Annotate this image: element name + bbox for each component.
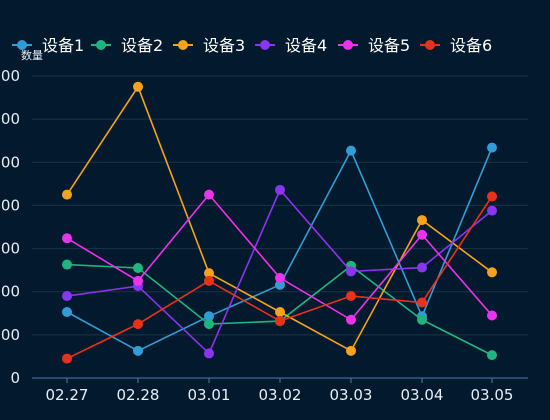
data-point[interactable] — [204, 348, 214, 359]
data-point[interactable] — [275, 279, 285, 290]
data-point[interactable] — [62, 353, 72, 364]
legend-label: 设备5 — [368, 36, 410, 55]
data-point[interactable] — [62, 291, 72, 302]
legend-label: 设备2 — [121, 36, 163, 55]
data-point[interactable] — [487, 350, 497, 361]
legend-marker — [260, 40, 270, 50]
data-point[interactable] — [346, 145, 356, 156]
legend-item[interactable]: 设备2 — [91, 36, 163, 55]
y-tick-label: 400 — [0, 196, 20, 214]
legend-item[interactable]: 设备4 — [255, 36, 327, 55]
data-point[interactable] — [62, 306, 72, 317]
data-point[interactable] — [346, 291, 356, 302]
data-point[interactable] — [417, 314, 427, 325]
data-point[interactable] — [417, 262, 427, 273]
legend-label: 设备1 — [42, 36, 84, 55]
legend: 设备1 设备2 设备3 设备4 设备5 设备6 — [12, 36, 492, 55]
y-tick-label: 700 — [0, 67, 20, 85]
data-point[interactable] — [346, 266, 356, 277]
x-tick-label: 02.28 — [117, 386, 160, 404]
data-point[interactable] — [487, 205, 497, 216]
x-tick-label: 02.27 — [46, 386, 89, 404]
data-point[interactable] — [417, 297, 427, 308]
data-point[interactable] — [62, 259, 72, 270]
legend-marker — [96, 40, 106, 50]
y-tick-label: 300 — [0, 240, 20, 258]
x-tick-label: 03.02 — [259, 386, 302, 404]
data-point[interactable] — [204, 275, 214, 286]
data-point[interactable] — [487, 310, 497, 321]
axes: 0 100 200 300 400 500 600 700 02.27 02.28 03.01 03.… — [0, 67, 528, 404]
data-point[interactable] — [204, 268, 214, 279]
legend-label: 设备4 — [285, 36, 327, 55]
y-tick-label: 100 — [0, 326, 20, 344]
data-point[interactable] — [275, 316, 285, 327]
data-point[interactable] — [133, 345, 143, 356]
data-point[interactable] — [487, 191, 497, 202]
grid-lines — [32, 75, 528, 336]
data-point[interactable] — [417, 215, 427, 226]
x-tick-label: 03.04 — [401, 386, 444, 404]
y-tick-label: 200 — [0, 283, 20, 301]
data-point[interactable] — [133, 319, 143, 330]
data-point[interactable] — [275, 306, 285, 317]
series-group — [62, 81, 497, 364]
x-tick-label: 03.01 — [188, 386, 231, 404]
legend-marker — [178, 40, 188, 50]
series-line — [66, 188, 493, 355]
legend-item[interactable]: 设备1 — [12, 36, 84, 55]
data-point[interactable] — [417, 229, 427, 240]
y-tick-label: 500 — [0, 153, 20, 171]
y-axis-label: 数量 — [21, 49, 43, 62]
y-tick-label: 0 — [10, 369, 20, 387]
data-point[interactable] — [133, 262, 143, 273]
x-tick-label: 03.03 — [330, 386, 373, 404]
legend-item[interactable]: 设备5 — [338, 36, 410, 55]
data-point[interactable] — [133, 275, 143, 286]
data-point[interactable] — [62, 189, 72, 200]
data-point[interactable] — [275, 272, 285, 283]
data-point[interactable] — [487, 267, 497, 278]
series-6 — [62, 191, 497, 364]
data-point[interactable] — [204, 319, 214, 330]
series-5 — [62, 189, 497, 325]
data-point[interactable] — [275, 184, 285, 195]
legend-label: 设备3 — [203, 36, 245, 55]
legend-item[interactable]: 设备6 — [420, 36, 492, 55]
series-3 — [62, 81, 497, 356]
data-point[interactable] — [204, 189, 214, 200]
data-point[interactable] — [62, 233, 72, 244]
data-point[interactable] — [346, 345, 356, 356]
legend-marker — [343, 40, 353, 50]
x-tick-label: 03.05 — [471, 386, 514, 404]
y-tick-label: 600 — [0, 110, 20, 128]
data-point[interactable] — [133, 81, 143, 92]
legend-marker — [17, 40, 27, 50]
data-point[interactable] — [346, 314, 356, 325]
legend-label: 设备6 — [450, 36, 492, 55]
data-point[interactable] — [487, 142, 497, 153]
legend-item[interactable]: 设备3 — [173, 36, 245, 55]
series-4 — [62, 184, 497, 359]
legend-marker — [425, 40, 435, 50]
data-point[interactable] — [204, 311, 214, 322]
